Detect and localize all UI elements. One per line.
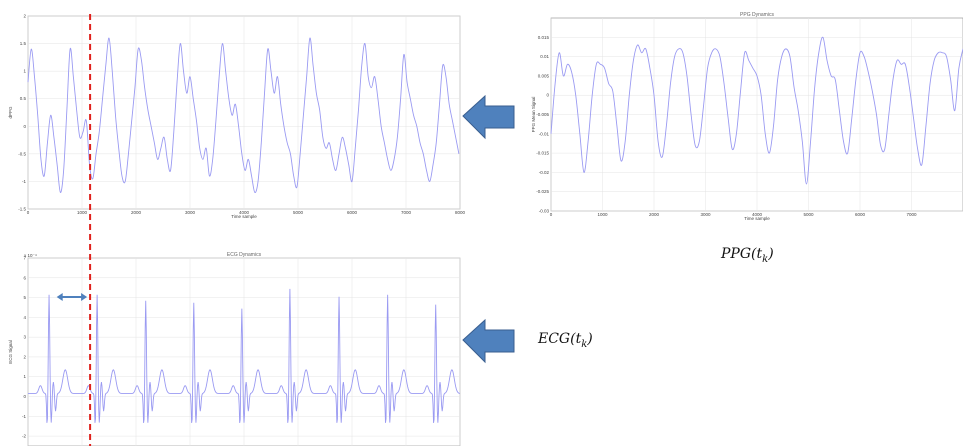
ppg-xtick-label: 6000 <box>855 212 866 217</box>
ecg-ytick-label: 0 <box>23 394 26 399</box>
ppg-xtick-label: 5000 <box>803 212 814 217</box>
ppg-xtick-label: 4000 <box>752 212 763 217</box>
ppg-ytick-label: -0.005 <box>536 112 549 117</box>
ppg-ytick-label: 0 <box>546 93 549 98</box>
ppg-xtick-label: 3000 <box>700 212 711 217</box>
ecg-ytick-label: -1 <box>22 414 26 419</box>
ecg-ylabel: ECG Signal <box>8 340 13 364</box>
ecg-series-line <box>28 288 461 423</box>
dppg-xtick-label: 6000 <box>347 210 358 215</box>
dppg-ylabel: dPPG <box>8 106 13 119</box>
ecg-title: ECG Dynamics <box>227 252 262 258</box>
ppg-xlabel: Time sample <box>744 216 770 221</box>
dppg-xtick-label: 7000 <box>401 210 412 215</box>
ppg-title: PPG Dynamics <box>740 12 774 18</box>
dppg-xtick-label: 4000 <box>239 210 250 215</box>
ppg-ytick-label: 0.01 <box>540 54 549 59</box>
ppg-xtick-label: 7000 <box>906 212 917 217</box>
arrow-to-dppg-icon <box>462 94 515 140</box>
ecg-ytick-label: 4 <box>23 315 26 320</box>
ppg-xtick-label: 0 <box>550 212 553 217</box>
ppg-xtick-label: 2000 <box>649 212 660 217</box>
dppg-xtick-label: 2000 <box>131 210 142 215</box>
dppg-xtick-label: 1000 <box>77 210 88 215</box>
ecg-ytick-label: -2 <box>22 434 26 439</box>
dppg-ytick-label: 1 <box>23 69 26 74</box>
dppg-xtick-label: 0 <box>27 210 30 215</box>
dppg-ytick-label: 0 <box>23 124 26 129</box>
ppg-ytick-label: 0.015 <box>538 35 550 40</box>
overlay-layer <box>56 14 92 446</box>
ppg-ytick-label: -0.025 <box>536 189 549 194</box>
dppg-xtick-label: 5000 <box>293 210 304 215</box>
ppg-caption: PPG(tk) <box>720 246 774 265</box>
ppg-ytick-label: -0.015 <box>536 151 549 156</box>
ecg-ytick-label: 1 <box>23 374 26 379</box>
ecg-ytick-label: 7 <box>23 256 26 261</box>
ppg-ytick-label: 0.005 <box>538 73 550 78</box>
ppg-series-line <box>550 36 963 185</box>
ppg-xtick-label: 1000 <box>597 212 608 217</box>
ecg-caption: ECG(tk) <box>537 331 593 350</box>
dppg-xlabel: Time sample <box>231 214 257 219</box>
ecg-panel: -2 -1 0 1 2 3 4 5 6 7 ECG Dynamics ECG Signal x 10⁻⁴ <box>8 252 461 446</box>
ppg-ytick-label: -0.03 <box>539 209 550 214</box>
dppg-xtick-label: 8000 <box>455 210 466 215</box>
dppg-ytick-label: 1.5 <box>20 41 27 46</box>
ppg-ytick-label: -0.02 <box>539 170 550 175</box>
ecg-offset-double-arrow-icon <box>56 293 88 301</box>
ppg-panel: -0.03 -0.025 -0.02 -0.015 -0.01 -0.005 0 0.005 0… <box>531 12 963 221</box>
dppg-panel: -1.5 -1 -0.5 0 0.5 1 1.5 2 0 1000 2000 3000 4000 5000… <box>8 14 466 220</box>
dppg-ytick-label: -0.5 <box>18 151 26 156</box>
ppg-ylabel: PPG Mean Signal <box>531 97 536 133</box>
ecg-ytick-label: 3 <box>23 335 26 340</box>
ecg-ytick-label: 2 <box>23 354 26 359</box>
ecg-ytick-label: 6 <box>23 275 26 280</box>
ecg-ytick-label: 5 <box>23 295 26 300</box>
dppg-ytick-label: -1 <box>22 179 26 184</box>
ecg-exponent: x 10⁻⁴ <box>24 253 37 258</box>
arrow-to-ecg-icon <box>462 318 515 364</box>
ppg-ytick-label: -0.01 <box>539 131 550 136</box>
dppg-ytick-label: -1.5 <box>18 207 26 212</box>
dppg-ytick-label: 2 <box>23 14 26 19</box>
dppg-xtick-label: 3000 <box>185 210 196 215</box>
dppg-series-line <box>27 37 460 194</box>
dppg-ytick-label: 0.5 <box>20 96 27 101</box>
